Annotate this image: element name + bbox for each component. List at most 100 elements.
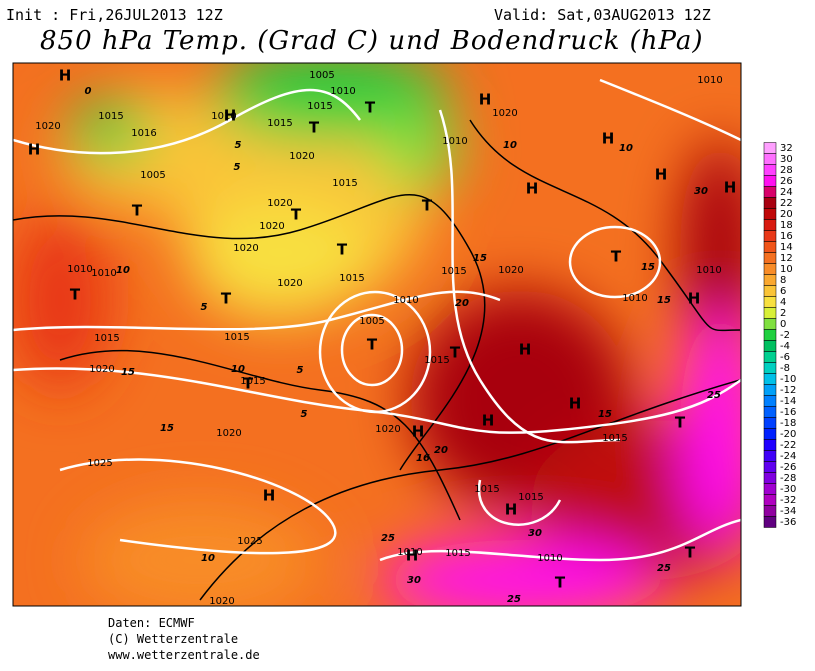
isobar-label: 1020 bbox=[89, 364, 114, 375]
colorbar-label: 14 bbox=[780, 242, 793, 253]
colorbar-swatch bbox=[763, 274, 777, 286]
colorbar-swatch bbox=[763, 417, 777, 429]
isotherm-label: 15 bbox=[641, 262, 655, 273]
temperature-field bbox=[13, 63, 741, 606]
pressure-center: T bbox=[611, 248, 622, 266]
map-title: 850 hPa Temp. (Grad C) und Bodendruck (h… bbox=[40, 26, 704, 56]
isobar-label: 1010 bbox=[91, 268, 116, 279]
isobar-label: 1015 bbox=[474, 484, 499, 495]
pressure-center: H bbox=[406, 547, 419, 565]
footer-copyright: (C) Wetterzentrale bbox=[108, 632, 239, 646]
isotherm-label: 5 bbox=[301, 409, 308, 420]
isotherm-label: 10 bbox=[619, 143, 633, 154]
colorbar-label: 4 bbox=[780, 297, 786, 308]
pressure-center: H bbox=[263, 487, 276, 505]
pressure-center: H bbox=[482, 412, 495, 430]
colorbar-label: 6 bbox=[780, 286, 786, 297]
isotherm-label: 20 bbox=[455, 298, 469, 309]
isotherm-label: 30 bbox=[528, 528, 542, 539]
isobar-label: 1010 bbox=[622, 293, 647, 304]
isotherm-label: 5 bbox=[201, 302, 208, 313]
colorbar-label: -34 bbox=[780, 506, 796, 517]
colorbar-label: -8 bbox=[780, 363, 790, 374]
valid-time: Valid: Sat,03AUG2013 12Z bbox=[494, 6, 711, 24]
colorbar-label: -30 bbox=[780, 484, 796, 495]
pressure-center: T bbox=[291, 206, 302, 224]
colorbar-label: -4 bbox=[780, 341, 790, 352]
isobar-label: 1015 bbox=[267, 118, 292, 129]
isobar-label: 1010 bbox=[330, 86, 355, 97]
pressure-center: H bbox=[655, 166, 668, 184]
isotherm-label: 20 bbox=[434, 445, 448, 456]
isobar-label: 1015 bbox=[307, 101, 332, 112]
isobar-label: 1020 bbox=[492, 108, 517, 119]
isobar-label: 1025 bbox=[237, 536, 262, 547]
isobar-label: 1005 bbox=[359, 316, 384, 327]
colorbar-swatch bbox=[763, 197, 777, 209]
pressure-center: T bbox=[422, 197, 433, 215]
colorbar-swatch bbox=[763, 384, 777, 396]
colorbar-swatch bbox=[763, 318, 777, 330]
colorbar-swatch bbox=[763, 307, 777, 319]
colorbar-swatch bbox=[763, 461, 777, 473]
colorbar-swatch bbox=[763, 472, 777, 484]
isobar-label: 1010 bbox=[211, 111, 236, 122]
pressure-center: H bbox=[28, 141, 41, 159]
colorbar-swatch bbox=[763, 439, 777, 451]
pressure-center: T bbox=[367, 336, 378, 354]
colorbar-swatch bbox=[763, 395, 777, 407]
colorbar-label: 10 bbox=[780, 264, 793, 275]
pressure-center: H bbox=[59, 67, 72, 85]
colorbar-label: -36 bbox=[780, 517, 796, 528]
colorbar-swatch bbox=[763, 505, 777, 517]
isobar-label: 1015 bbox=[94, 333, 119, 344]
colorbar-label: 32 bbox=[780, 143, 793, 154]
isotherm-label: 10 bbox=[503, 140, 517, 151]
colorbar-label: -12 bbox=[780, 385, 796, 396]
colorbar-swatch bbox=[763, 329, 777, 341]
colorbar-label: -2 bbox=[780, 330, 790, 341]
colorbar-swatch bbox=[763, 263, 777, 275]
pressure-center: H bbox=[412, 423, 425, 441]
colorbar-swatch bbox=[763, 153, 777, 165]
isobar-label: 1020 bbox=[498, 265, 523, 276]
pressure-center: H bbox=[724, 179, 737, 197]
colorbar-swatch bbox=[763, 208, 777, 220]
pressure-center: T bbox=[365, 99, 376, 117]
footer-source: Daten: ECMWF bbox=[108, 616, 195, 630]
colorbar-label: -28 bbox=[780, 473, 796, 484]
isobar-label: 1005 bbox=[140, 170, 165, 181]
colorbar-swatch bbox=[763, 450, 777, 462]
colorbar-swatch bbox=[763, 142, 777, 154]
colorbar-swatch bbox=[763, 516, 777, 528]
colorbar-label: 16 bbox=[780, 231, 793, 242]
isobar-label: 1020 bbox=[216, 428, 241, 439]
colorbar-label: 12 bbox=[780, 253, 793, 264]
colorbar-swatch bbox=[763, 219, 777, 231]
colorbar-label: 20 bbox=[780, 209, 793, 220]
pressure-center: H bbox=[569, 395, 582, 413]
colorbar-swatch bbox=[763, 428, 777, 440]
isobar-label: 1010 bbox=[697, 75, 722, 86]
colorbar-swatch bbox=[763, 252, 777, 264]
pressure-center: H bbox=[505, 501, 518, 519]
colorbar-label: 26 bbox=[780, 176, 793, 187]
isotherm-label: 16 bbox=[416, 453, 430, 464]
colorbar-swatch bbox=[763, 406, 777, 418]
isotherm-label: 25 bbox=[707, 390, 721, 401]
colorbar-swatch bbox=[763, 186, 777, 198]
isobar-label: 1015 bbox=[332, 178, 357, 189]
colorbar-swatch bbox=[763, 285, 777, 297]
colorbar-label: -10 bbox=[780, 374, 796, 385]
isobar-label: 1016 bbox=[131, 128, 156, 139]
isotherm-label: 10 bbox=[116, 265, 130, 276]
pressure-center: T bbox=[243, 375, 254, 393]
colorbar-label: -18 bbox=[780, 418, 796, 429]
init-time: Init : Fri,26JUL2013 12Z bbox=[6, 6, 223, 24]
isobar-label: 1010 bbox=[393, 295, 418, 306]
pressure-center: H bbox=[519, 341, 532, 359]
isobar-label: 1010 bbox=[442, 136, 467, 147]
isobar-label: 1020 bbox=[233, 243, 258, 254]
